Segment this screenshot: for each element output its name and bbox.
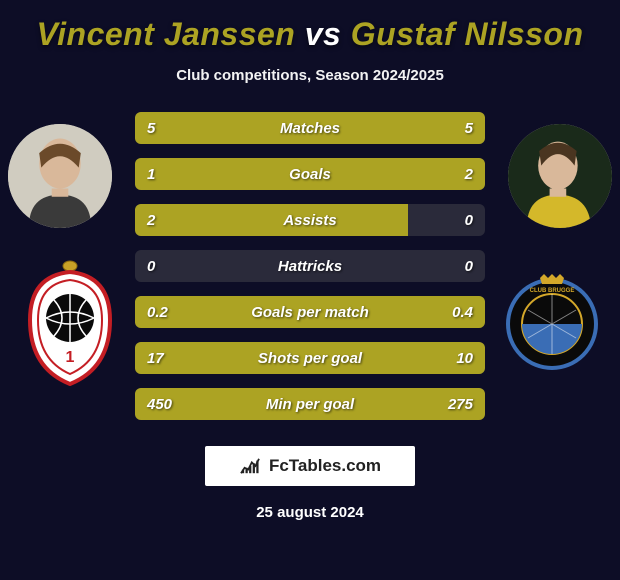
- chart-icon: [239, 457, 261, 475]
- stat-row: 55Matches: [135, 112, 485, 144]
- comparison-card: Vincent Janssen vs Gustaf Nilsson Club c…: [0, 0, 620, 580]
- club-badge-icon: 1: [20, 258, 120, 386]
- stat-label: Hattricks: [135, 258, 485, 275]
- title-vs: vs: [305, 16, 342, 52]
- stat-label: Matches: [135, 120, 485, 137]
- stat-row: 12Goals: [135, 158, 485, 190]
- stat-label: Min per goal: [135, 396, 485, 413]
- subtitle: Club competitions, Season 2024/2025: [176, 67, 444, 84]
- source-logo: FcTables.com: [205, 446, 415, 486]
- club-badge-icon: CLUB BRUGGE: [502, 258, 602, 386]
- stat-row: 1710Shots per goal: [135, 342, 485, 374]
- stat-row: 450275Min per goal: [135, 388, 485, 420]
- date-label: 25 august 2024: [256, 504, 364, 521]
- title-player1: Vincent Janssen: [36, 16, 295, 52]
- stat-label: Goals per match: [135, 304, 485, 321]
- stats-list: 55Matches 12Goals 20Assists 00Hattricks 0.20…: [135, 112, 485, 420]
- stat-row: 0.20.4Goals per match: [135, 296, 485, 328]
- page-title: Vincent Janssen vs Gustaf Nilsson: [36, 16, 583, 53]
- stat-label: Goals: [135, 166, 485, 183]
- player1-portrait: [8, 124, 112, 228]
- avatar-icon: [508, 124, 612, 228]
- avatar-icon: [8, 124, 112, 228]
- svg-text:CLUB BRUGGE: CLUB BRUGGE: [530, 288, 575, 294]
- stat-label: Assists: [135, 212, 485, 229]
- stat-row: 20Assists: [135, 204, 485, 236]
- player2-club-badge: CLUB BRUGGE: [502, 258, 602, 386]
- stat-label: Shots per goal: [135, 350, 485, 367]
- title-player2: Gustaf Nilsson: [351, 16, 584, 52]
- stat-row: 00Hattricks: [135, 250, 485, 282]
- source-name: FcTables.com: [269, 456, 381, 476]
- player2-portrait: [508, 124, 612, 228]
- badge-number: 1: [66, 349, 75, 366]
- player1-club-badge: 1: [20, 258, 120, 386]
